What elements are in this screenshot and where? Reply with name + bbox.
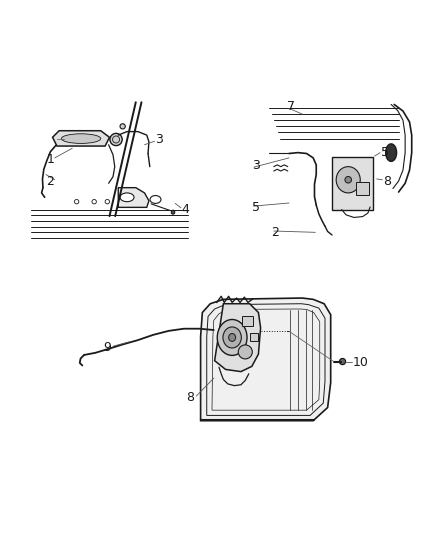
Text: 10: 10 (353, 357, 368, 369)
Text: 3: 3 (155, 133, 163, 146)
Ellipse shape (61, 134, 101, 143)
Ellipse shape (385, 144, 397, 161)
Text: 8: 8 (383, 175, 391, 188)
Ellipse shape (217, 319, 247, 356)
Ellipse shape (171, 210, 175, 214)
Polygon shape (215, 304, 261, 372)
Text: 5: 5 (381, 146, 389, 159)
Bar (356, 182, 369, 195)
Bar (242, 317, 253, 326)
Ellipse shape (238, 345, 252, 359)
Ellipse shape (110, 133, 122, 146)
Text: 2: 2 (272, 226, 279, 239)
Text: 5: 5 (252, 201, 260, 214)
Text: 2: 2 (46, 175, 54, 188)
Ellipse shape (336, 167, 360, 193)
Text: 7: 7 (287, 100, 295, 113)
Ellipse shape (223, 327, 241, 348)
Text: 4: 4 (182, 203, 190, 216)
Ellipse shape (229, 334, 236, 342)
Ellipse shape (74, 199, 79, 204)
Ellipse shape (120, 193, 134, 201)
Text: 1: 1 (46, 152, 54, 166)
Ellipse shape (92, 199, 96, 204)
Ellipse shape (339, 359, 346, 365)
Ellipse shape (120, 124, 125, 129)
Bar (332, 157, 373, 209)
Polygon shape (118, 188, 149, 207)
Ellipse shape (105, 199, 110, 204)
Text: 3: 3 (252, 159, 260, 172)
Ellipse shape (150, 196, 161, 204)
Bar (250, 333, 258, 341)
Text: 8: 8 (187, 391, 194, 405)
Polygon shape (53, 131, 110, 146)
Text: 9: 9 (103, 341, 111, 354)
Polygon shape (201, 298, 331, 421)
Ellipse shape (345, 176, 352, 183)
